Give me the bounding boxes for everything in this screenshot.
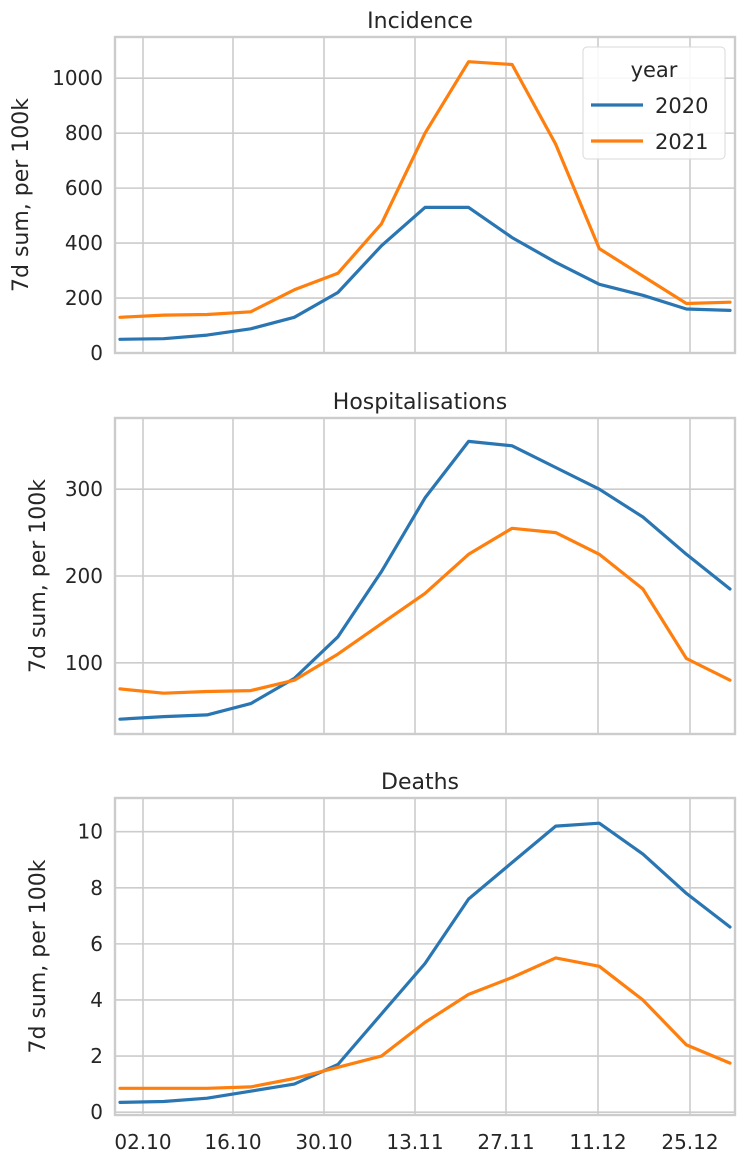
series-line-2021 bbox=[118, 60, 732, 319]
x-tick-label: 25.12 bbox=[661, 1130, 718, 1154]
y-tick-label: 400 bbox=[65, 231, 103, 255]
y-tick-label: 8 bbox=[90, 876, 103, 900]
x-tick-label: 11.12 bbox=[569, 1130, 626, 1154]
y-tick-label: 2 bbox=[90, 1044, 103, 1068]
x-tick-label: 27.11 bbox=[477, 1130, 534, 1154]
panel-deaths: 0 2 4 6 8 10 Deaths 7d sum, per 100k bbox=[26, 770, 737, 1124]
y-tick-label: 200 bbox=[65, 286, 103, 310]
panel-frame bbox=[113, 796, 737, 1117]
x-tick-label: 13.11 bbox=[386, 1130, 443, 1154]
x-tick-label: 30.10 bbox=[295, 1130, 352, 1154]
y-axis-label: 7d sum, per 100k bbox=[26, 479, 51, 673]
legend: year 2020 2021 bbox=[582, 46, 726, 160]
y-axis-label: 7d sum, per 100k bbox=[9, 98, 34, 292]
y-tick-label: 200 bbox=[65, 564, 103, 588]
y-tick-label: 4 bbox=[90, 988, 103, 1012]
x-tick-label: 02.10 bbox=[114, 1130, 171, 1154]
panel-frame bbox=[113, 35, 737, 355]
panel-title: Hospitalisations bbox=[333, 390, 507, 415]
y-tick-label: 600 bbox=[65, 176, 103, 200]
y-tick-label: 10 bbox=[78, 820, 103, 844]
panel-frame bbox=[113, 416, 737, 736]
y-tick-label: 300 bbox=[65, 477, 103, 501]
series-line-2020 bbox=[118, 821, 732, 1105]
series-line-2020 bbox=[118, 439, 732, 721]
legend-label-2021: 2021 bbox=[655, 130, 708, 154]
y-tick-label: 0 bbox=[90, 341, 103, 365]
panel-title: Deaths bbox=[381, 770, 459, 795]
x-axis-shared: 02.10 16.10 30.10 13.11 27.11 11.12 25.12 bbox=[114, 1130, 718, 1154]
y-tick-label: 800 bbox=[65, 121, 103, 145]
y-tick-label: 1000 bbox=[52, 66, 103, 90]
series-line-2021 bbox=[118, 956, 732, 1090]
panel-hospitalisations: 100 200 300 Hospitalisations 7d sum, per 100… bbox=[26, 390, 737, 736]
panel-title: Incidence bbox=[367, 9, 473, 34]
y-axis-label: 7d sum, per 100k bbox=[26, 859, 51, 1053]
y-tick-label: 0 bbox=[90, 1100, 103, 1124]
series-line-2021 bbox=[118, 526, 732, 695]
x-tick-label: 16.10 bbox=[204, 1130, 261, 1154]
legend-label-2020: 2020 bbox=[655, 94, 708, 118]
legend-box bbox=[582, 46, 726, 160]
legend-title: year bbox=[631, 58, 678, 82]
y-tick-label: 6 bbox=[90, 932, 103, 956]
y-tick-label: 100 bbox=[65, 651, 103, 675]
series-line-2020 bbox=[118, 205, 732, 341]
